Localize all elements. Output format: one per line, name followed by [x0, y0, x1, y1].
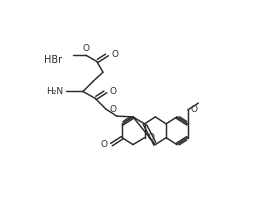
Text: O: O [191, 105, 198, 115]
Text: O: O [101, 140, 108, 149]
Text: O: O [83, 44, 90, 53]
Text: H₂N: H₂N [47, 87, 64, 96]
Text: O: O [110, 105, 117, 114]
Text: HBr: HBr [44, 55, 63, 65]
Text: O: O [148, 133, 155, 142]
Text: O: O [111, 50, 118, 59]
Text: O: O [110, 87, 117, 96]
